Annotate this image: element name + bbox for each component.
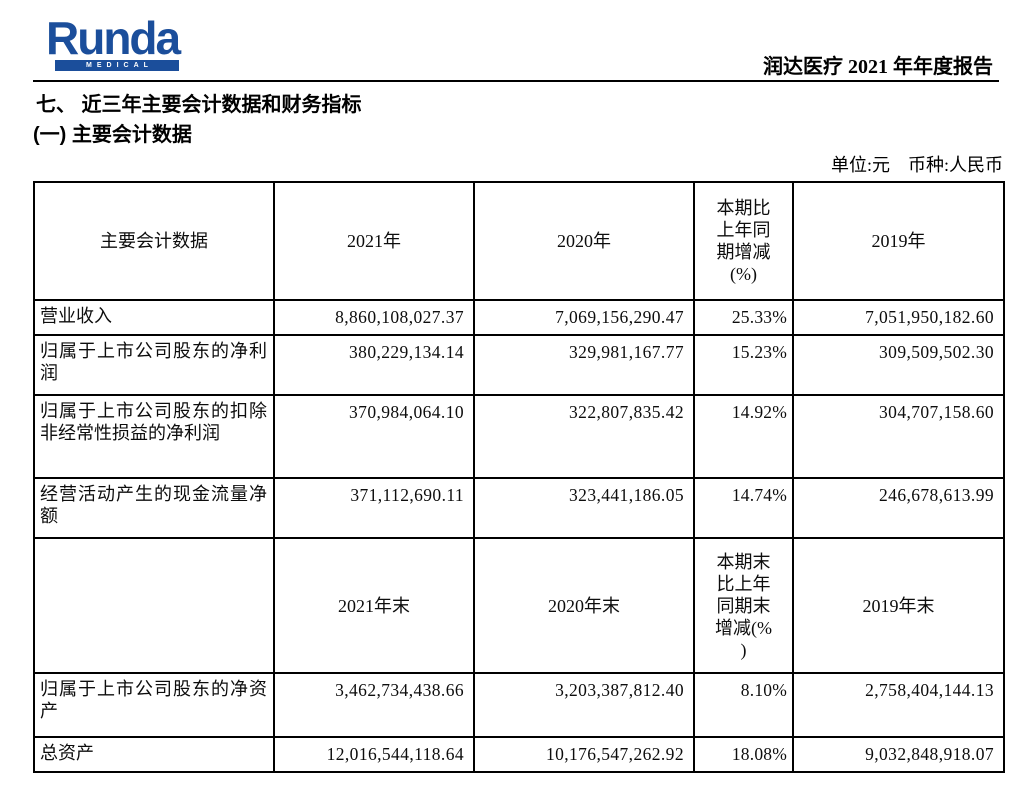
header-cell: 2019年	[792, 181, 1005, 301]
row-label-cell: 总资产	[33, 736, 275, 773]
header-cell: 2021年	[273, 181, 475, 301]
header-cell: 2020年末	[473, 537, 695, 674]
value-cell: 12,016,544,118.64	[273, 736, 475, 773]
value-cell: 323,441,186.05	[473, 477, 695, 539]
value-cell: 18.08%	[693, 736, 794, 773]
value-cell: 304,707,158.60	[792, 394, 1005, 479]
value-cell: 2,758,404,144.13	[792, 672, 1005, 738]
value-cell: 7,051,950,182.60	[792, 299, 1005, 336]
value-cell: 9,032,848,918.07	[792, 736, 1005, 773]
row-label-cell: 归属于上市公司股东的净资产	[33, 672, 275, 738]
row-label-cell: 营业收入	[33, 299, 275, 336]
logo-wordmark: Runda	[46, 12, 181, 64]
logo-medical-bar: MEDICAL	[55, 60, 179, 71]
value-cell: 380,229,134.14	[273, 334, 475, 396]
header-cell: 本期末 比上年 同期末 增减(% )	[693, 537, 794, 674]
value-cell: 10,176,547,262.92	[473, 736, 695, 773]
table-row: 营业收入 8,860,108,027.37 7,069,156,290.47 25.3…	[33, 299, 1005, 336]
header-cell: 主要会计数据	[33, 181, 275, 301]
header-cell	[33, 537, 275, 674]
table-row: 总资产 12,016,544,118.64 10,176,547,262.92 18.…	[33, 736, 1005, 773]
header-cell: 2020年	[473, 181, 695, 301]
value-cell: 8,860,108,027.37	[273, 299, 475, 336]
value-cell: 329,981,167.77	[473, 334, 695, 396]
financial-data-table: 主要会计数据 2021年 2020年 本期比 上年同 期增减 (%) 2019年 营业收入…	[33, 181, 1005, 773]
value-cell: 14.74%	[693, 477, 794, 539]
value-cell: 322,807,835.42	[473, 394, 695, 479]
table-row: 归属于上市公司股东的扣除非经常性损益的净利润 370,984,064.10 322,…	[33, 394, 1005, 479]
row-label-cell: 归属于上市公司股东的净利润	[33, 334, 275, 396]
value-cell: 309,509,502.30	[792, 334, 1005, 396]
value-cell: 7,069,156,290.47	[473, 299, 695, 336]
value-cell: 371,112,690.11	[273, 477, 475, 539]
unit-currency-note: 单位:元 币种:人民币	[830, 155, 1003, 175]
value-cell: 15.23%	[693, 334, 794, 396]
table-row: 归属于上市公司股东的净资产 3,462,734,438.66 3,203,387,8…	[33, 672, 1005, 738]
row-label-cell: 归属于上市公司股东的扣除非经常性损益的净利润	[33, 394, 275, 479]
report-title: 润达医疗 2021 年年度报告	[763, 56, 993, 78]
value-cell: 3,462,734,438.66	[273, 672, 475, 738]
header-cell: 2019年末	[792, 537, 1005, 674]
value-cell: 8.10%	[693, 672, 794, 738]
runda-logo: Runda MEDICAL	[46, 12, 181, 71]
value-cell: 14.92%	[693, 394, 794, 479]
financial-table-body: 主要会计数据 2021年 2020年 本期比 上年同 期增减 (%) 2019年 营业收入…	[33, 181, 1005, 773]
header-cell: 2021年末	[273, 537, 475, 674]
section-heading-sub: (一) 主要会计数据	[33, 124, 192, 146]
table-header-row: 2021年末 2020年末 本期末 比上年 同期末 增减(% ) 2019年末	[33, 537, 1005, 674]
value-cell: 25.33%	[693, 299, 794, 336]
value-cell: 370,984,064.10	[273, 394, 475, 479]
value-cell: 246,678,613.99	[792, 477, 1005, 539]
header-divider	[33, 80, 999, 82]
row-label-cell: 经营活动产生的现金流量净额	[33, 477, 275, 539]
table-row: 归属于上市公司股东的净利润 380,229,134.14 329,981,167.7…	[33, 334, 1005, 396]
table-header-row: 主要会计数据 2021年 2020年 本期比 上年同 期增减 (%) 2019年	[33, 181, 1005, 301]
header-cell: 本期比 上年同 期增减 (%)	[693, 181, 794, 301]
table-row: 经营活动产生的现金流量净额 371,112,690.11 323,441,186.0…	[33, 477, 1005, 539]
section-heading-main: 七、 近三年主要会计数据和财务指标	[36, 94, 362, 116]
value-cell: 3,203,387,812.40	[473, 672, 695, 738]
